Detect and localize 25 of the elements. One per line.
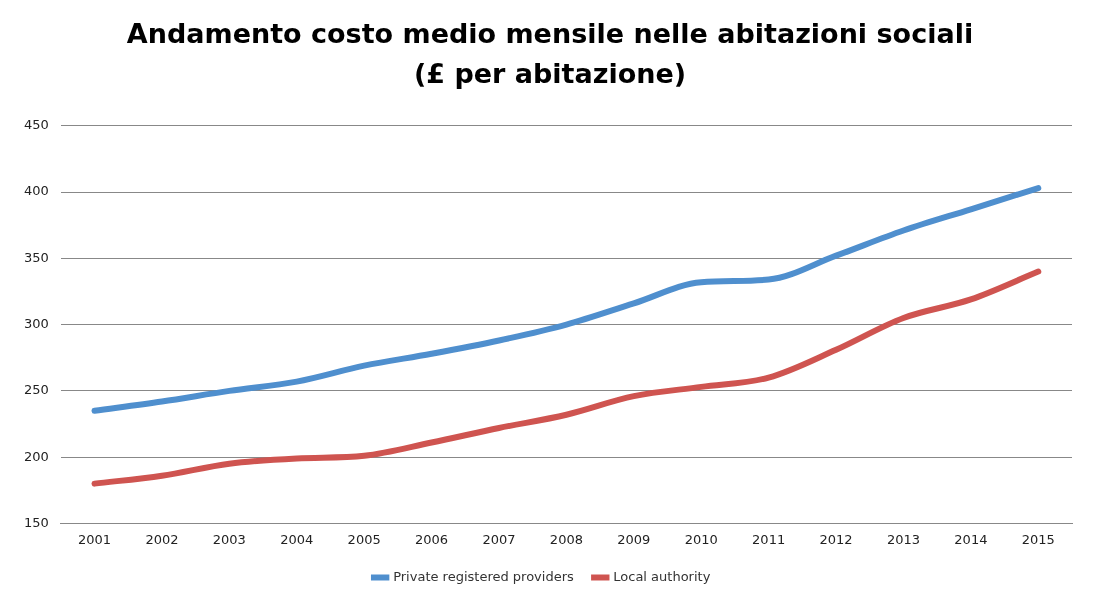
y-tick-label: 400 bbox=[23, 183, 49, 199]
y-tick-label: 450 bbox=[23, 117, 49, 133]
y-tick-label: 150 bbox=[23, 514, 49, 530]
x-tick-label: 2004 bbox=[280, 531, 314, 547]
y-tick-label: 350 bbox=[23, 249, 49, 265]
legend-label: Local authority bbox=[613, 568, 711, 584]
x-tick-label: 2003 bbox=[212, 531, 246, 547]
x-tick-label: 2010 bbox=[684, 531, 718, 547]
legend-label: Private registered providers bbox=[393, 568, 574, 584]
x-tick-label: 2015 bbox=[1021, 531, 1055, 547]
y-tick-label: 250 bbox=[23, 382, 49, 398]
x-tick-label: 2001 bbox=[77, 531, 112, 547]
x-tick-label: 2002 bbox=[145, 531, 179, 547]
x-tick-label: 2009 bbox=[617, 531, 651, 547]
x-tick-label: 2006 bbox=[415, 531, 449, 547]
x-tick-label: 2013 bbox=[886, 531, 921, 547]
y-tick-label: 300 bbox=[23, 315, 49, 331]
x-tick-label: 2005 bbox=[347, 531, 381, 547]
chart-title: Andamento costo medio mensile nelle abitazioni sociali (£ per abitazione) bbox=[125, 17, 975, 91]
x-tick-label: 2012 bbox=[819, 531, 853, 547]
x-tick-label: 2007 bbox=[482, 531, 516, 547]
x-tick-label: 2014 bbox=[954, 531, 988, 547]
y-tick-label: 200 bbox=[23, 448, 49, 464]
x-tick-label: 2008 bbox=[549, 531, 583, 547]
x-tick-label: 2011 bbox=[752, 531, 786, 547]
